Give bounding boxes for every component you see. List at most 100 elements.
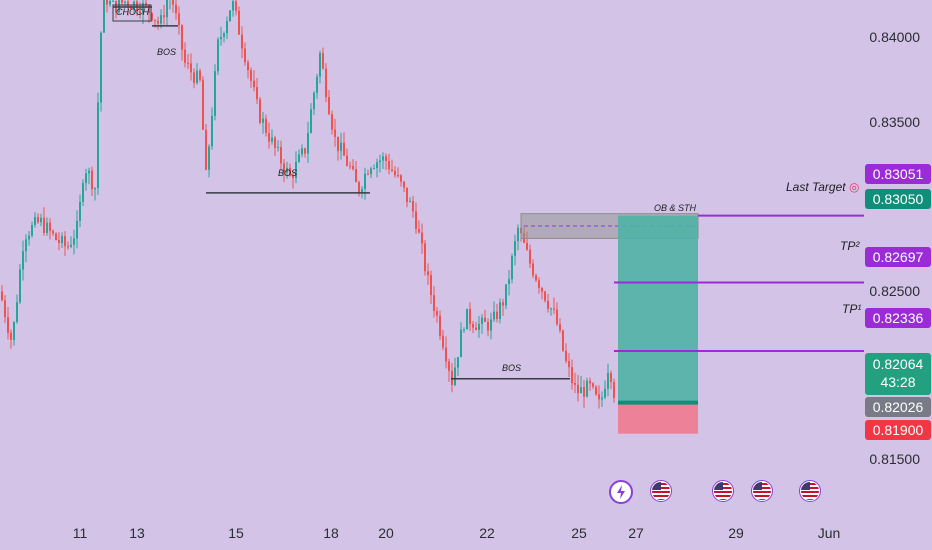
candle-body [595,386,597,395]
candle-body [463,329,465,331]
candle-body [601,397,603,400]
candle-body [106,0,108,5]
ob-sth-label: OB & STH [654,203,697,213]
candle-body [295,161,297,179]
bos-label-top: BOS [157,47,177,57]
candle-body [7,317,9,333]
candle-body [406,187,408,203]
candle-body [409,201,411,203]
candle-body [517,227,519,242]
candle-body [124,1,126,3]
candle-body [118,0,120,13]
x-tick: 27 [628,525,644,541]
x-tick: 11 [72,525,88,541]
candle-body [493,311,495,320]
candle-body [253,80,255,88]
us-flag-event-icon[interactable] [712,480,734,502]
us-flag-event-icon[interactable] [751,480,773,502]
candle-body [292,175,294,179]
candle-body [283,163,285,173]
bos-label-mid: BOS [278,168,298,178]
candle-body [214,71,216,116]
candle-body [190,63,192,73]
candle-body [379,160,381,163]
candle-body [475,327,477,331]
candle-body [505,284,507,306]
candle-body [484,317,486,322]
x-tick: 18 [323,525,339,541]
candle-body [70,244,72,247]
us-flag-event-icon[interactable] [650,480,672,502]
candle-body [166,0,168,18]
candle-body [163,15,165,18]
candle-body [562,330,564,351]
candle-body [271,137,273,142]
candle-body [613,382,615,398]
overlays-layer [112,4,864,434]
candle-body [67,246,69,248]
candle-body [343,142,345,156]
candle-body [58,239,60,244]
candle-body [532,263,534,276]
candle-body [289,167,291,176]
candle-body [583,387,585,397]
candles-layer [1,0,615,409]
candle-body [490,319,492,331]
candle-body [460,329,462,358]
x-tick: 13 [129,525,145,541]
last-target-text: Last Target [786,180,846,194]
loss-zone [618,402,698,434]
candle-body [376,162,378,169]
candle-body [472,323,474,328]
candle-body [178,13,180,26]
tp2-label: TP² [840,239,860,253]
candle-body [301,148,303,155]
candle-body [349,165,351,167]
candle-body [526,242,528,250]
us-flag-event-icon[interactable] [799,480,821,502]
candle-body [577,384,579,394]
candle-body [10,332,12,340]
candle-body [457,357,459,368]
candle-body [184,49,186,63]
candle-body [28,235,30,240]
candle-body [199,70,201,80]
choch-box [112,4,152,22]
candle-body [175,4,177,14]
candle-body [103,0,105,33]
candle-body [436,311,438,316]
candle-body [76,220,78,239]
candle-body [535,275,537,281]
candle-body [358,182,360,193]
y-tick: 0.81500 [869,451,920,467]
candle-body [94,188,96,190]
candle-body [235,1,237,11]
tp1-label: TP¹ [842,302,862,316]
candle-body [340,142,342,152]
candle-body [319,53,321,77]
candle-body [25,239,27,252]
candle-body [502,302,504,306]
candle-body [400,175,402,182]
lightning-event-icon[interactable] [609,480,633,504]
candle-body [64,236,66,247]
candle-body [31,224,33,236]
candle-body [274,137,276,148]
y-tick: 0.84000 [869,29,920,45]
candle-body [394,170,396,176]
candle-body [262,118,264,123]
candle-body [322,53,324,69]
candle-body [145,2,147,6]
candle-body [337,136,339,152]
candle-body [568,361,570,368]
candle-body [610,372,612,383]
candle-body [496,311,498,320]
candle-body [388,160,390,170]
candle-body [256,87,258,100]
candle-body [442,335,444,348]
candle-body [433,295,435,312]
candle-body [37,217,39,223]
candle-body [304,148,306,154]
candle-body [421,232,423,244]
